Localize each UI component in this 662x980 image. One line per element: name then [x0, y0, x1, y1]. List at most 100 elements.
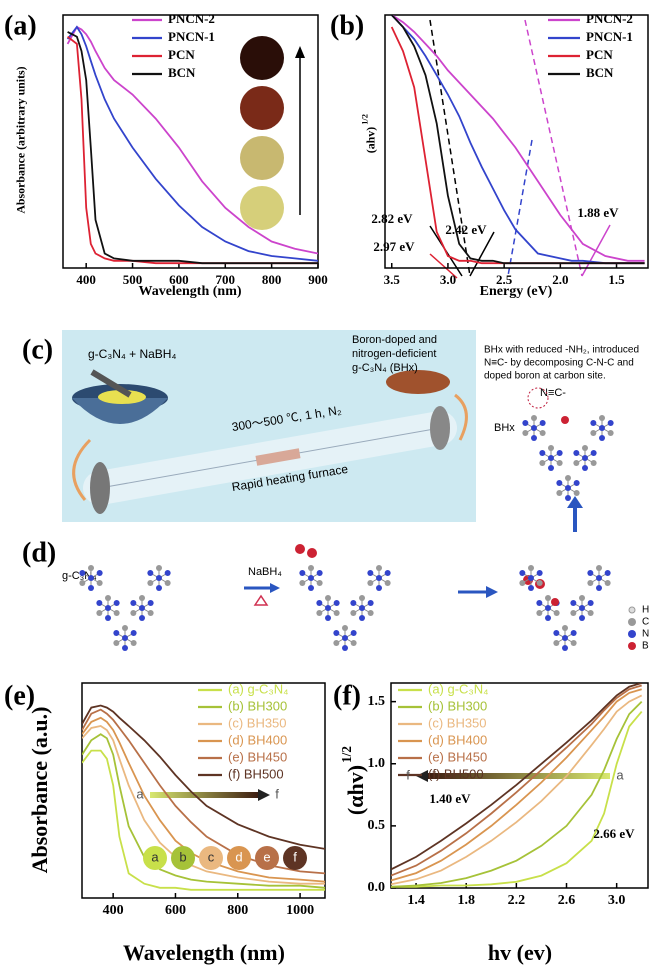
- atom: [105, 605, 111, 611]
- y-axis-label: Absorbance (arbitrary units): [14, 66, 28, 213]
- atom: [599, 425, 605, 431]
- x-tick-label: 400: [76, 272, 96, 287]
- series-line: [391, 688, 642, 882]
- annotation: 1.40 eV: [429, 791, 471, 806]
- atom: [562, 625, 568, 631]
- x-tick-label: 700: [216, 272, 236, 287]
- annotation-arrows: [429, 19, 611, 279]
- legend-label: PNCN-1: [586, 29, 633, 44]
- series-line: [391, 684, 642, 877]
- sample-photos: [240, 36, 305, 230]
- y-tick-label: 1.5: [368, 694, 386, 709]
- panel-label: (b): [330, 10, 364, 41]
- x-tick-label: 500: [123, 272, 143, 287]
- atom: [596, 585, 602, 591]
- atom: [536, 610, 543, 616]
- atom: [96, 570, 103, 576]
- legend-label: (d) BH400: [228, 732, 287, 747]
- legend-label: (c) BH350: [428, 715, 487, 730]
- arrow-label: a: [616, 767, 624, 782]
- legend-label: (b) BH300: [228, 698, 287, 713]
- label: nitrogen-deficient: [352, 348, 436, 360]
- atom: [528, 575, 534, 581]
- atom: [545, 615, 551, 621]
- atom: [96, 610, 103, 616]
- atom: [573, 490, 580, 496]
- annotation: 1.88 eV: [577, 205, 619, 220]
- atom: [607, 430, 614, 436]
- atom: [539, 460, 546, 466]
- y-tick-label: 0.5: [368, 818, 386, 833]
- series-line: [82, 725, 325, 885]
- atom: [531, 435, 537, 441]
- atom: [587, 570, 594, 576]
- legend-label: C: [642, 617, 649, 628]
- annotation: 2.66 eV: [593, 826, 635, 841]
- x-tick-label: 2.0: [552, 272, 568, 287]
- atom: [342, 645, 348, 651]
- legend-label: BCN: [586, 65, 614, 80]
- atom: [553, 640, 560, 646]
- atom: [376, 565, 382, 571]
- atom: [539, 450, 546, 456]
- panel-label: (f): [333, 680, 361, 711]
- legend-label: PNCN-2: [586, 11, 633, 26]
- atom: [548, 465, 554, 471]
- swatch-label: e: [263, 849, 270, 864]
- atom: [130, 610, 137, 616]
- atom: [531, 425, 537, 431]
- atom: [122, 625, 128, 631]
- series-line: [66, 25, 318, 255]
- atom: [384, 570, 391, 576]
- atom: [308, 585, 314, 591]
- atom: [582, 465, 588, 471]
- arrow-label: f: [275, 786, 279, 801]
- x-axis-label: Wavelength (nm): [138, 284, 241, 299]
- atom: [561, 416, 569, 424]
- atom: [325, 595, 331, 601]
- atom: [570, 640, 577, 646]
- plot-frame: [390, 682, 649, 889]
- swatch: [199, 846, 223, 870]
- legend-label: (d) BH400: [428, 732, 487, 747]
- atom: [519, 580, 526, 586]
- y-axis-label-sup: 1/2: [361, 114, 370, 125]
- atom: [359, 615, 365, 621]
- atom: [88, 575, 94, 581]
- atom: [342, 635, 348, 641]
- label: g-C₃N₄ + NaBH₄: [88, 347, 176, 361]
- series-line: [391, 15, 645, 265]
- atom: [587, 580, 594, 586]
- x-tick-label: 1.5: [608, 272, 625, 287]
- legend-label: (b) BH300: [428, 698, 487, 713]
- swatch-label: f: [293, 849, 297, 864]
- legend-label: H: [642, 605, 649, 616]
- atom: [599, 415, 605, 421]
- swatch-label: b: [179, 849, 186, 864]
- atom: [539, 430, 546, 436]
- atom: [573, 480, 580, 486]
- atom: [316, 580, 323, 586]
- atom: [522, 420, 529, 426]
- atom: [96, 600, 103, 606]
- legend-label: BCN: [168, 65, 196, 80]
- atom: [570, 600, 577, 606]
- legend-label: (a) g-C₃N₄: [228, 681, 288, 696]
- atom: [350, 610, 357, 616]
- panel-label: (d): [22, 537, 56, 568]
- atom: [79, 570, 86, 576]
- atom: [573, 450, 580, 456]
- y-axis-label: (αhv): [343, 765, 368, 815]
- x-tick-label: 400: [103, 903, 124, 918]
- arrow-label: a: [136, 786, 144, 801]
- atom: [384, 580, 391, 586]
- atom: [105, 615, 111, 621]
- atom: [590, 460, 597, 466]
- atom: [570, 610, 577, 616]
- molecules: [79, 415, 614, 651]
- atom: [556, 480, 563, 486]
- atom: [545, 605, 551, 611]
- atom: [359, 605, 365, 611]
- atom: [376, 585, 382, 591]
